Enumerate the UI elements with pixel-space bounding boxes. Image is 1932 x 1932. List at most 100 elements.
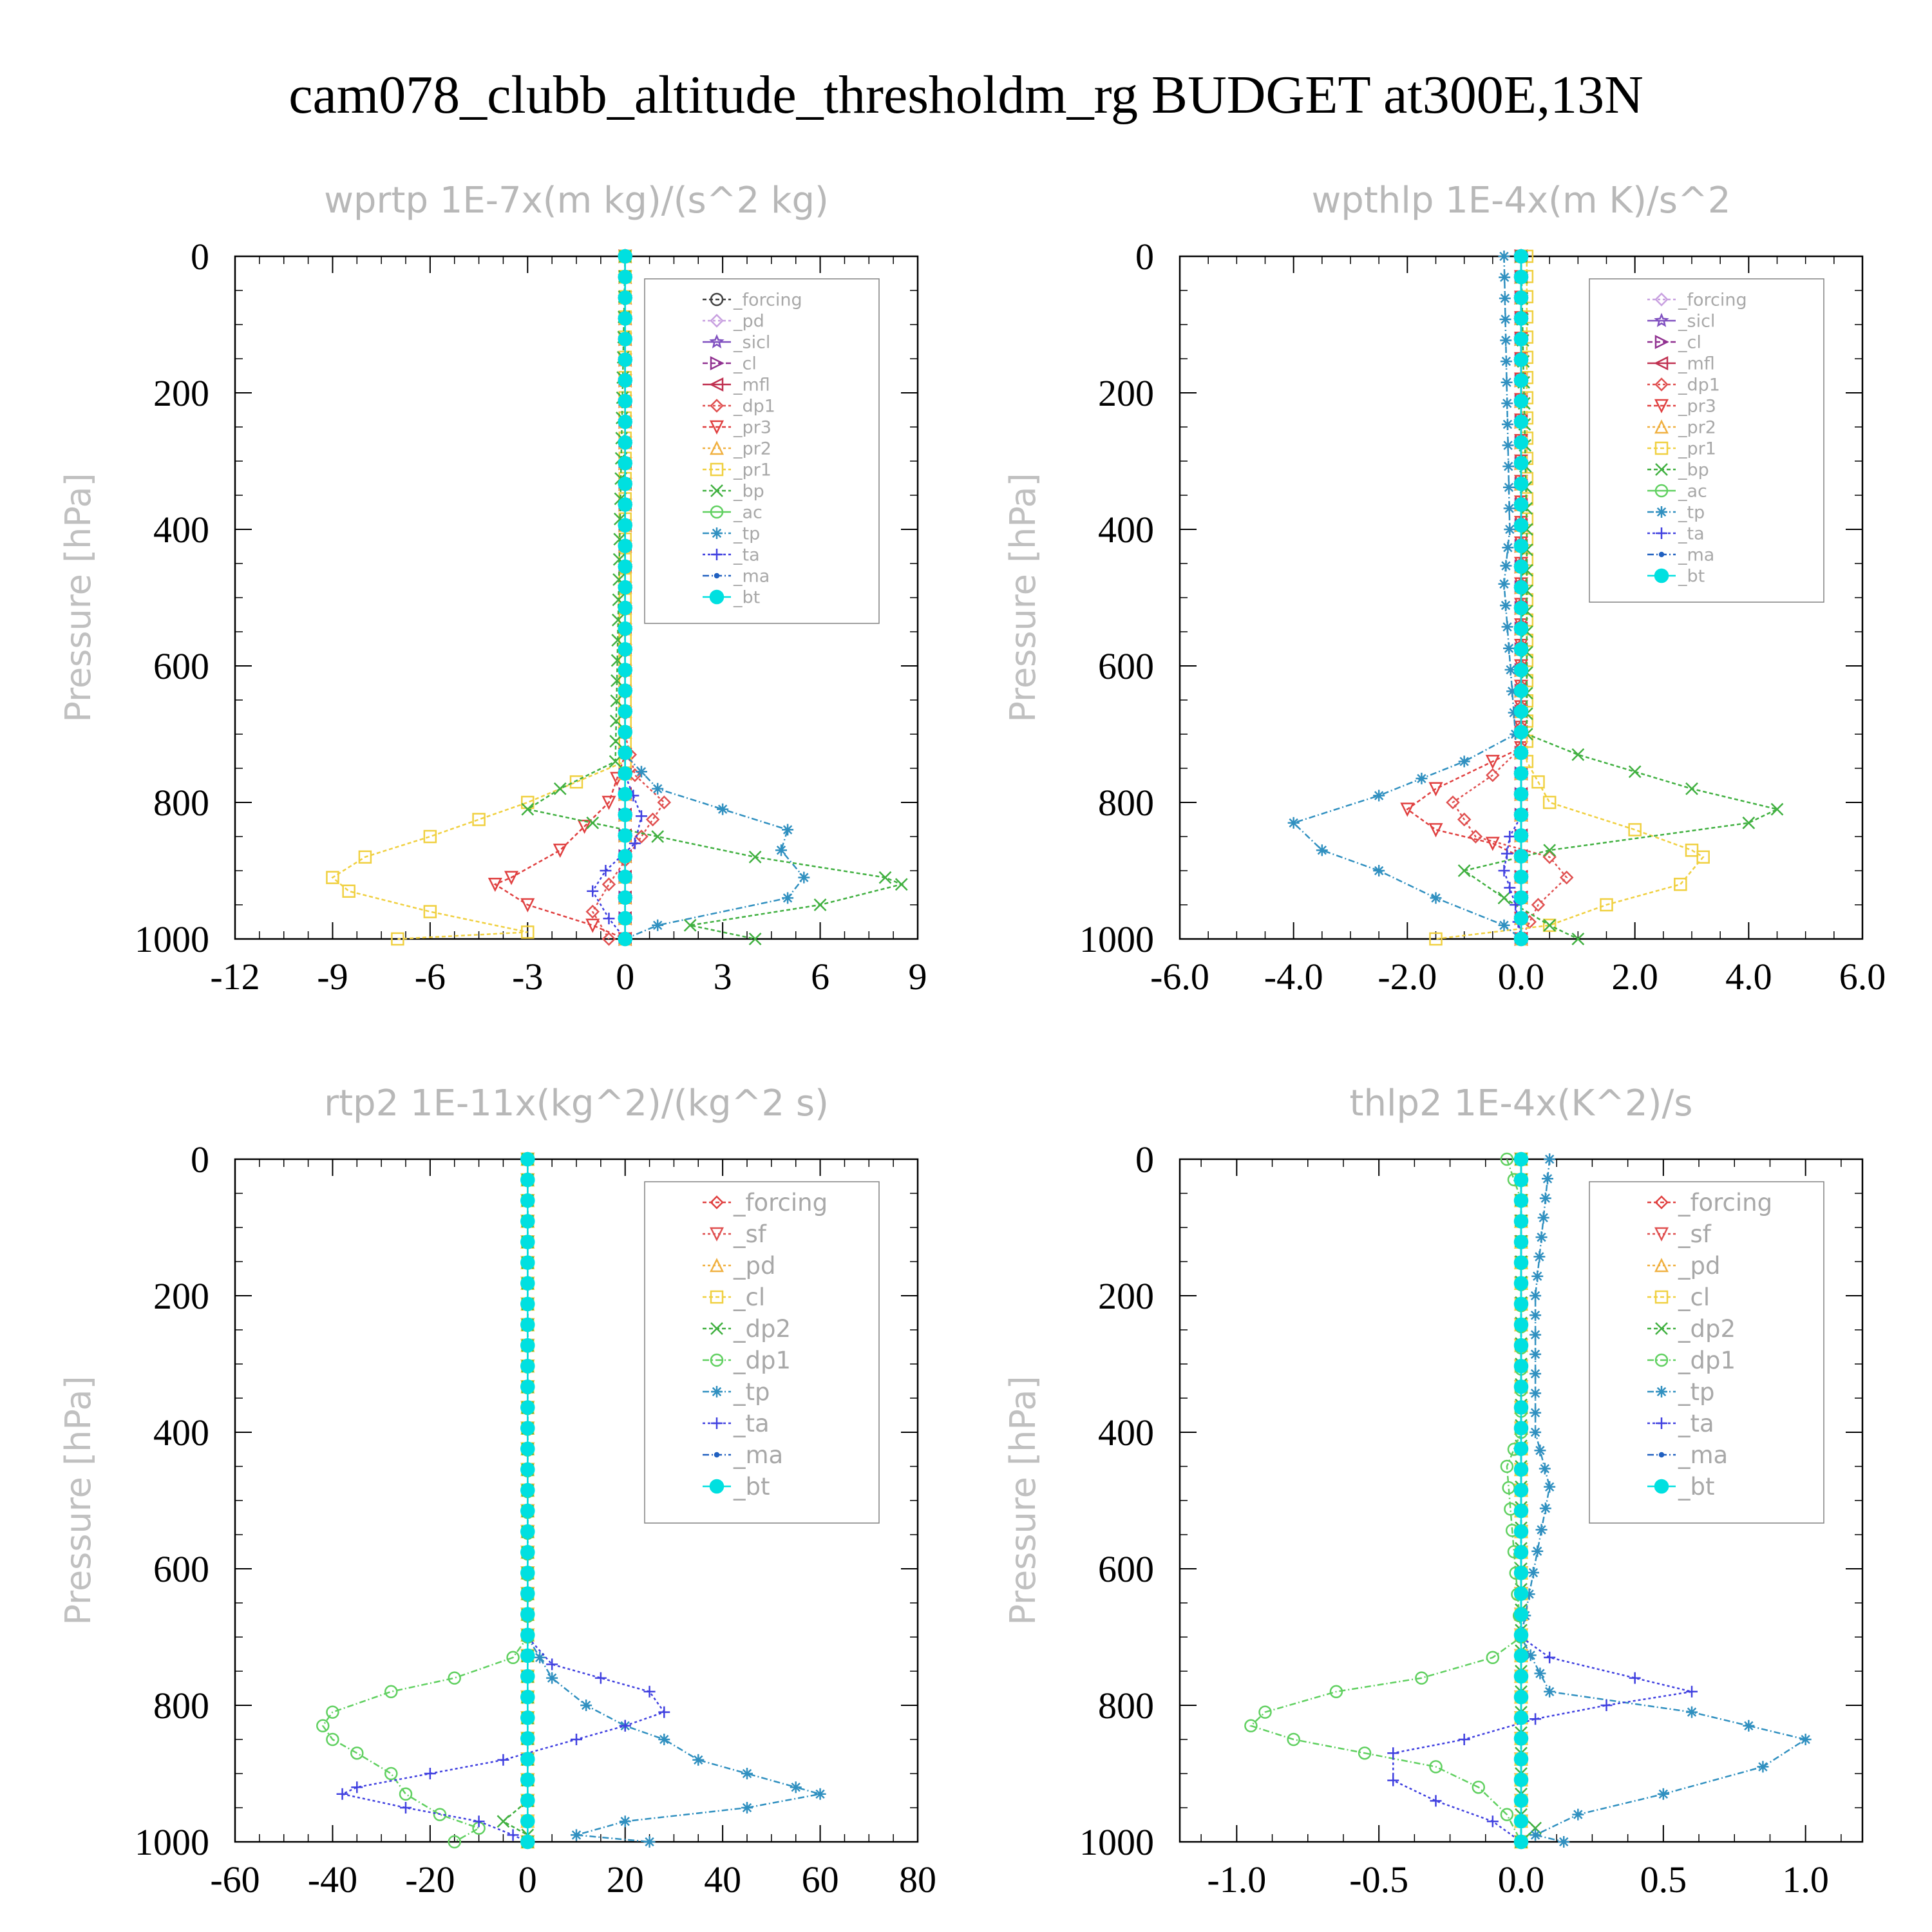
series-point <box>1498 865 1510 876</box>
legend-marker <box>710 1290 724 1304</box>
legend-label: _pr2 <box>733 439 772 459</box>
legend: _forcing_sicl_cl_mfl_dp1_pr3_pr2_pr1_bp_… <box>1589 278 1824 603</box>
series-point <box>520 1772 535 1787</box>
series-point <box>488 877 502 892</box>
y-tick-label: 0 <box>1135 1139 1154 1180</box>
y-tick-label: 0 <box>191 1139 209 1180</box>
series-point <box>1543 918 1557 932</box>
series-point <box>553 782 567 795</box>
y-tick-label: 400 <box>1098 1412 1154 1454</box>
series-point <box>1513 1193 1529 1208</box>
series-point <box>1458 1734 1470 1745</box>
series-point <box>618 621 632 636</box>
series-point <box>1544 1685 1556 1698</box>
series_pr3 <box>1400 249 1529 947</box>
series-point <box>618 435 632 450</box>
series-point <box>1498 251 1510 262</box>
series-point <box>586 816 600 829</box>
legend-label: _ta <box>1678 524 1705 544</box>
legend-label: _dp1 <box>733 396 775 416</box>
series-point <box>520 1296 535 1312</box>
series-point <box>520 1752 535 1766</box>
legend-marker <box>711 1386 723 1397</box>
series-point <box>1742 816 1756 829</box>
series-point <box>580 1700 592 1711</box>
series-point <box>1544 1153 1556 1165</box>
series_bt <box>1513 1151 1529 1850</box>
legend-marker <box>1655 463 1668 476</box>
x-tick-label: 6.0 <box>1839 956 1886 998</box>
series-point <box>1358 1746 1372 1760</box>
legend-label: _bt <box>733 587 760 607</box>
legend-label: _pr3 <box>1678 396 1716 416</box>
series-point <box>1530 1368 1542 1380</box>
series_pr3 <box>488 249 632 947</box>
series-point <box>618 828 632 843</box>
series-point <box>618 683 632 698</box>
legend-marker <box>714 1452 720 1458</box>
series-point <box>1497 891 1511 905</box>
series-point <box>1499 313 1511 325</box>
y-tick-label: 0 <box>1135 236 1154 278</box>
panel-title: thlp2 1E-4x(K^2)/s <box>1350 1083 1693 1124</box>
x-tick-label: 0 <box>518 1859 537 1900</box>
series-point <box>741 1802 753 1814</box>
series-point <box>520 1545 535 1560</box>
series-point <box>1513 786 1529 802</box>
series-point <box>1513 1731 1529 1746</box>
series-point <box>798 871 810 884</box>
series-point <box>400 1802 412 1814</box>
panel-3: rtp2 1E-11x(kg^2)/(kg^2 s) Pressure [hPa]… <box>58 1083 936 1900</box>
series-point <box>1535 1524 1548 1536</box>
series-point <box>600 865 612 876</box>
series-point <box>618 455 632 471</box>
legend-label: _pd <box>733 311 764 331</box>
legend-label: _forcing <box>1678 1189 1772 1217</box>
series-point <box>618 269 632 285</box>
series-point <box>1513 1379 1529 1394</box>
legend-marker <box>710 314 724 328</box>
legend-marker <box>1654 1353 1669 1367</box>
series-point <box>1485 837 1500 851</box>
series-point <box>1657 1788 1669 1800</box>
legend-marker <box>710 1353 724 1367</box>
series-line <box>1462 256 1780 940</box>
legend-marker <box>1654 1227 1669 1242</box>
legend-label: _bp <box>1678 460 1709 480</box>
legend: _forcing_pd_sicl_cl_mfl_dp1_pr3_pr2_pr1_… <box>644 278 880 624</box>
legend-label: _bt <box>733 1473 770 1501</box>
series-point <box>1513 1524 1529 1539</box>
series-point <box>618 663 632 677</box>
legend-label: _pr1 <box>733 460 772 480</box>
legend-label: _cl <box>1678 1283 1710 1311</box>
legend-label: _dp1 <box>1678 1347 1736 1374</box>
series_pr1 <box>326 249 632 946</box>
y-tick-label: 800 <box>1098 782 1154 824</box>
series-point <box>775 844 787 857</box>
series-point <box>1486 768 1500 782</box>
legend-label: _bt <box>1678 566 1705 586</box>
series-point <box>520 1648 535 1663</box>
series-point <box>1513 559 1529 574</box>
series-point <box>1513 1710 1529 1725</box>
series-point <box>813 898 827 911</box>
series-point <box>1415 1671 1428 1685</box>
series-point <box>619 1719 631 1732</box>
series-point <box>521 925 535 939</box>
series-point <box>618 869 632 884</box>
series-point <box>643 1685 656 1698</box>
series-point <box>601 932 616 946</box>
series-point <box>1373 865 1385 876</box>
series-point <box>1468 829 1483 844</box>
series-point <box>326 1732 339 1747</box>
series-point <box>1513 373 1529 388</box>
series-point <box>520 1482 535 1498</box>
y-tick-label: 200 <box>1098 1275 1154 1317</box>
series-point <box>782 892 794 904</box>
legend-label: _ac <box>733 502 762 522</box>
series-line <box>624 256 805 940</box>
legend-marker <box>1654 419 1669 434</box>
series-point <box>1502 542 1514 554</box>
legend-marker <box>710 484 723 497</box>
